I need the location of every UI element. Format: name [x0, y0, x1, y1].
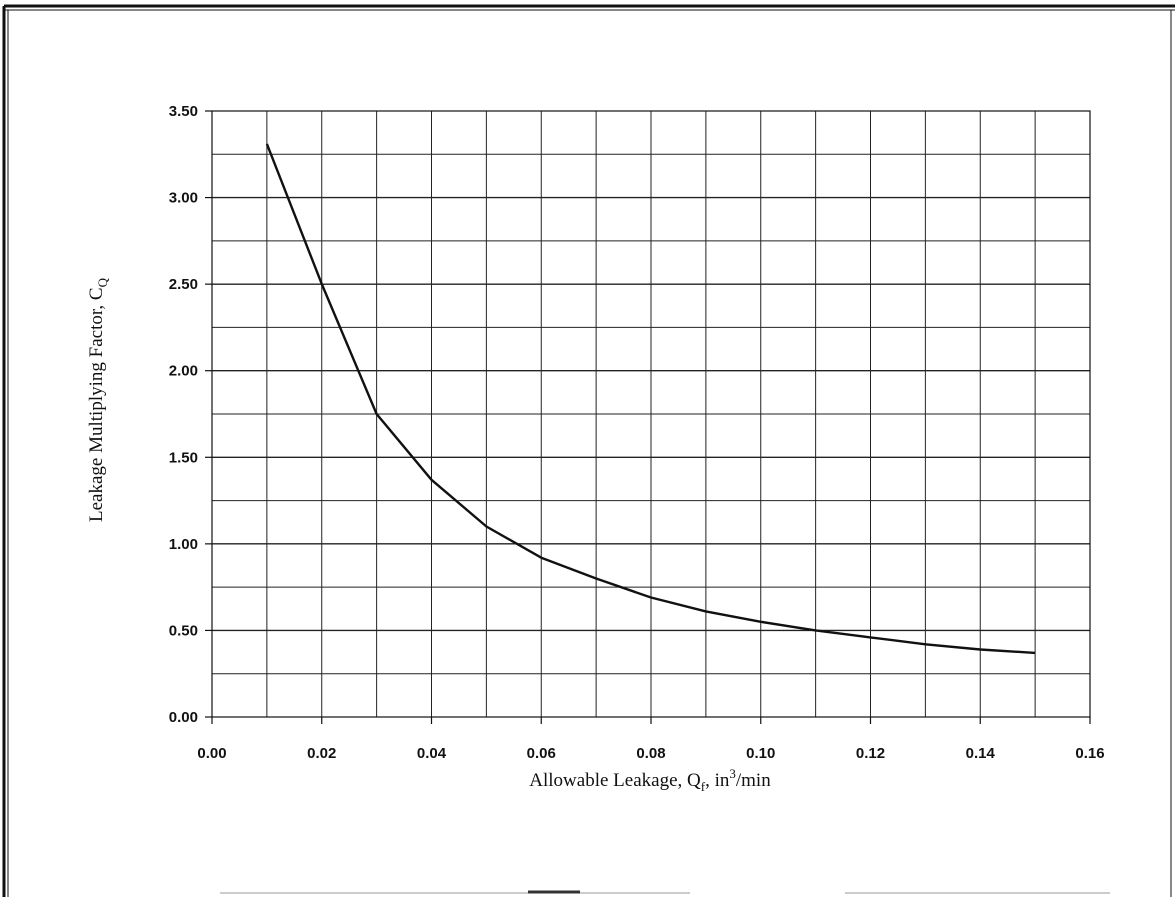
y-tick-label: 2.00: [169, 363, 198, 380]
chart-grid: [212, 111, 1090, 717]
x-tick-label: 0.10: [746, 745, 775, 762]
y-tick-labels: 0.00 0.50 1.00 1.50 2.00 2.50 3.00 3.50: [169, 103, 198, 726]
x-tick-label: 0.08: [636, 745, 665, 762]
x-tick-label: 0.04: [417, 745, 447, 762]
series-line: [265, 143, 1036, 655]
x-tick-label: 0.00: [197, 745, 226, 762]
y-tick-label: 1.00: [169, 536, 198, 553]
x-axis-title: Allowable Leakage, Qf, in3/min: [529, 766, 771, 794]
x-tick-label: 0.02: [307, 745, 336, 762]
y-tick-label: 3.50: [169, 103, 198, 120]
axis-ticks: [205, 110, 1091, 724]
y-tick-label: 1.50: [169, 449, 198, 466]
y-tick-label: 0.00: [169, 709, 198, 726]
x-tick-labels: 0.00 0.02 0.04 0.06 0.08 0.10 0.12 0.14 0.16: [197, 745, 1104, 762]
x-tick-label: 0.06: [527, 745, 556, 762]
y-tick-label: 2.50: [169, 276, 198, 293]
x-tick-label: 0.14: [966, 745, 996, 762]
y-tick-label: 0.50: [169, 622, 198, 639]
y-tick-label: 3.00: [169, 190, 198, 207]
x-tick-label: 0.16: [1075, 745, 1104, 762]
x-tick-label: 0.12: [856, 745, 885, 762]
y-axis-title: Leakage Multiplying Factor, CQ: [86, 277, 110, 522]
